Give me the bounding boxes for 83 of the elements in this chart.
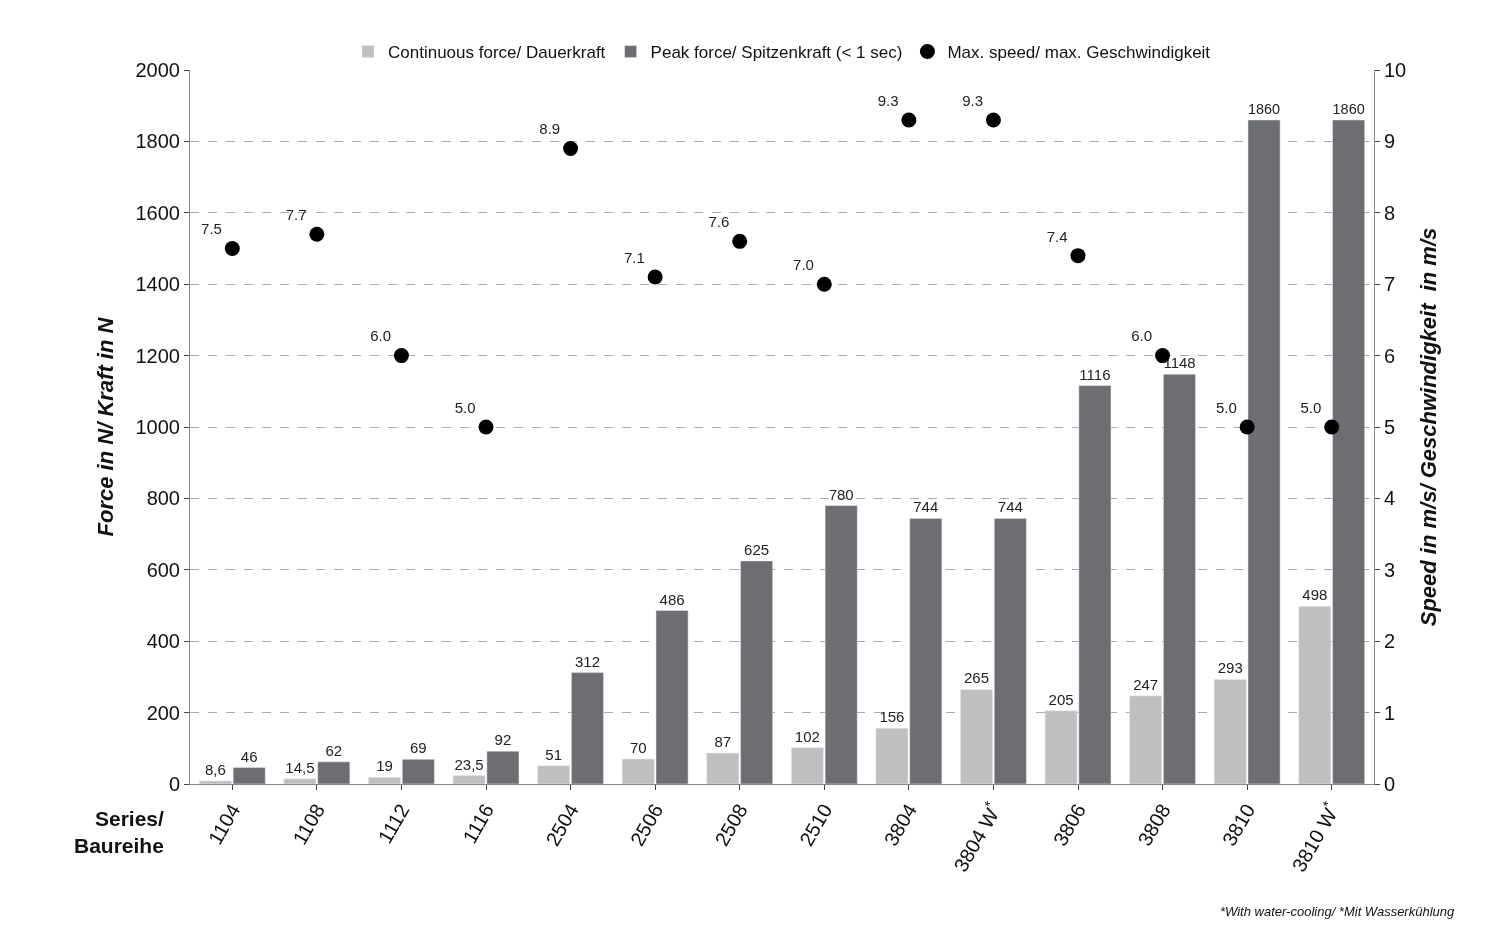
point bbox=[985, 112, 1001, 128]
legend-label: Continuous force/ Dauerkraft bbox=[388, 43, 606, 63]
data-label: 7.0 bbox=[793, 256, 814, 274]
point bbox=[563, 141, 579, 157]
legend-label: Peak force/ Spitzenkraft (< 1 sec) bbox=[650, 43, 903, 63]
point bbox=[224, 241, 240, 256]
y2-tick-label: 4 bbox=[1384, 487, 1396, 510]
data-label: 7.4 bbox=[1046, 227, 1068, 245]
data-label: 247 bbox=[1133, 675, 1159, 693]
data-label: 9.3 bbox=[962, 91, 984, 109]
y-tick-label: 0 bbox=[168, 773, 180, 795]
data-label: 102 bbox=[794, 727, 820, 745]
y2-tick-label: 3 bbox=[1384, 558, 1396, 581]
data-label: 5.0 bbox=[1215, 398, 1237, 416]
data-label: 5.0 bbox=[454, 398, 476, 416]
data-label: 744 bbox=[997, 498, 1023, 516]
y2-tick-label: 5 bbox=[1384, 416, 1396, 438]
y-tick-label: 1200 bbox=[135, 344, 180, 367]
data-label: 1860 bbox=[1332, 101, 1365, 118]
y2-tick-label: 7 bbox=[1384, 273, 1396, 296]
data-label: 9.3 bbox=[877, 91, 899, 109]
y-tick-label: 1800 bbox=[135, 130, 180, 153]
data-label: 51 bbox=[545, 745, 562, 763]
data-label: 486 bbox=[659, 590, 685, 608]
data-label: 6.0 bbox=[1131, 327, 1153, 345]
y-tick-label: 800 bbox=[146, 487, 180, 510]
y-tick-label: 600 bbox=[146, 558, 180, 581]
data-label: 69 bbox=[410, 739, 427, 757]
data-label: 312 bbox=[574, 652, 600, 670]
data-label: 7.5 bbox=[201, 220, 222, 238]
point bbox=[1239, 419, 1255, 435]
data-label: 265 bbox=[964, 669, 990, 687]
y2-tick-label: 9 bbox=[1384, 130, 1396, 153]
y-tick-label: 1600 bbox=[135, 201, 180, 224]
data-label: 7.7 bbox=[285, 206, 307, 224]
legend-label: Max. speed/ max. Geschwindigkeit bbox=[947, 43, 1211, 63]
y2-tick-label: 10 bbox=[1384, 59, 1407, 81]
point bbox=[478, 419, 494, 435]
data-label: 1860 bbox=[1248, 101, 1281, 118]
data-label: 780 bbox=[828, 485, 854, 503]
point bbox=[732, 233, 748, 249]
data-label: 19 bbox=[376, 757, 393, 775]
data-label: 205 bbox=[1048, 690, 1074, 708]
data-label: 23,5 bbox=[454, 755, 484, 773]
y-axis-title: Force in N/ Kraft in N bbox=[93, 316, 119, 537]
point bbox=[901, 112, 917, 128]
point bbox=[816, 276, 832, 292]
point bbox=[309, 226, 325, 242]
y2-axis-title: Speed in m/s/ Geschwindigkeit in m/s bbox=[1416, 227, 1442, 627]
y-tick-label: 200 bbox=[146, 701, 180, 724]
data-label: 5.0 bbox=[1300, 398, 1322, 416]
point bbox=[647, 269, 663, 285]
y2-tick-label: 6 bbox=[1384, 344, 1396, 367]
y-tick-label: 1400 bbox=[135, 273, 180, 296]
y-tick-label: 2000 bbox=[135, 59, 180, 81]
data-label: 7.6 bbox=[708, 213, 730, 231]
data-label: 6.0 bbox=[370, 327, 392, 345]
y2-tick-label: 0 bbox=[1384, 773, 1396, 795]
x-axis-title: Series/ Baureihe bbox=[74, 807, 165, 858]
data-label: 8,6 bbox=[204, 760, 226, 778]
data-label: 14,5 bbox=[285, 758, 315, 776]
data-label: 8.9 bbox=[539, 120, 561, 138]
data-label: 1116 bbox=[1079, 365, 1111, 383]
data-label: 156 bbox=[879, 708, 905, 726]
data-label: 744 bbox=[913, 498, 939, 516]
data-label: 46 bbox=[240, 747, 258, 765]
y-tick-label: 1000 bbox=[135, 416, 180, 438]
data-label: 498 bbox=[1302, 586, 1328, 604]
data-label: 87 bbox=[714, 732, 732, 750]
y2-tick-label: 2 bbox=[1384, 630, 1396, 653]
data-label: 293 bbox=[1217, 659, 1243, 677]
point bbox=[1324, 419, 1340, 435]
point bbox=[1070, 248, 1086, 264]
data-label: 70 bbox=[629, 739, 647, 757]
data-label: 7.1 bbox=[623, 248, 645, 266]
y2-tick-label: 8 bbox=[1384, 201, 1396, 224]
data-label: 625 bbox=[744, 540, 770, 558]
data-label: 62 bbox=[325, 741, 343, 759]
y-tick-label: 400 bbox=[146, 630, 180, 653]
data-label: 92 bbox=[494, 731, 512, 749]
point bbox=[393, 348, 409, 364]
y2-tick-label: 1 bbox=[1384, 701, 1396, 724]
text: *With water-cooling/ *Mit Wasserkühlung bbox=[1220, 904, 1455, 919]
